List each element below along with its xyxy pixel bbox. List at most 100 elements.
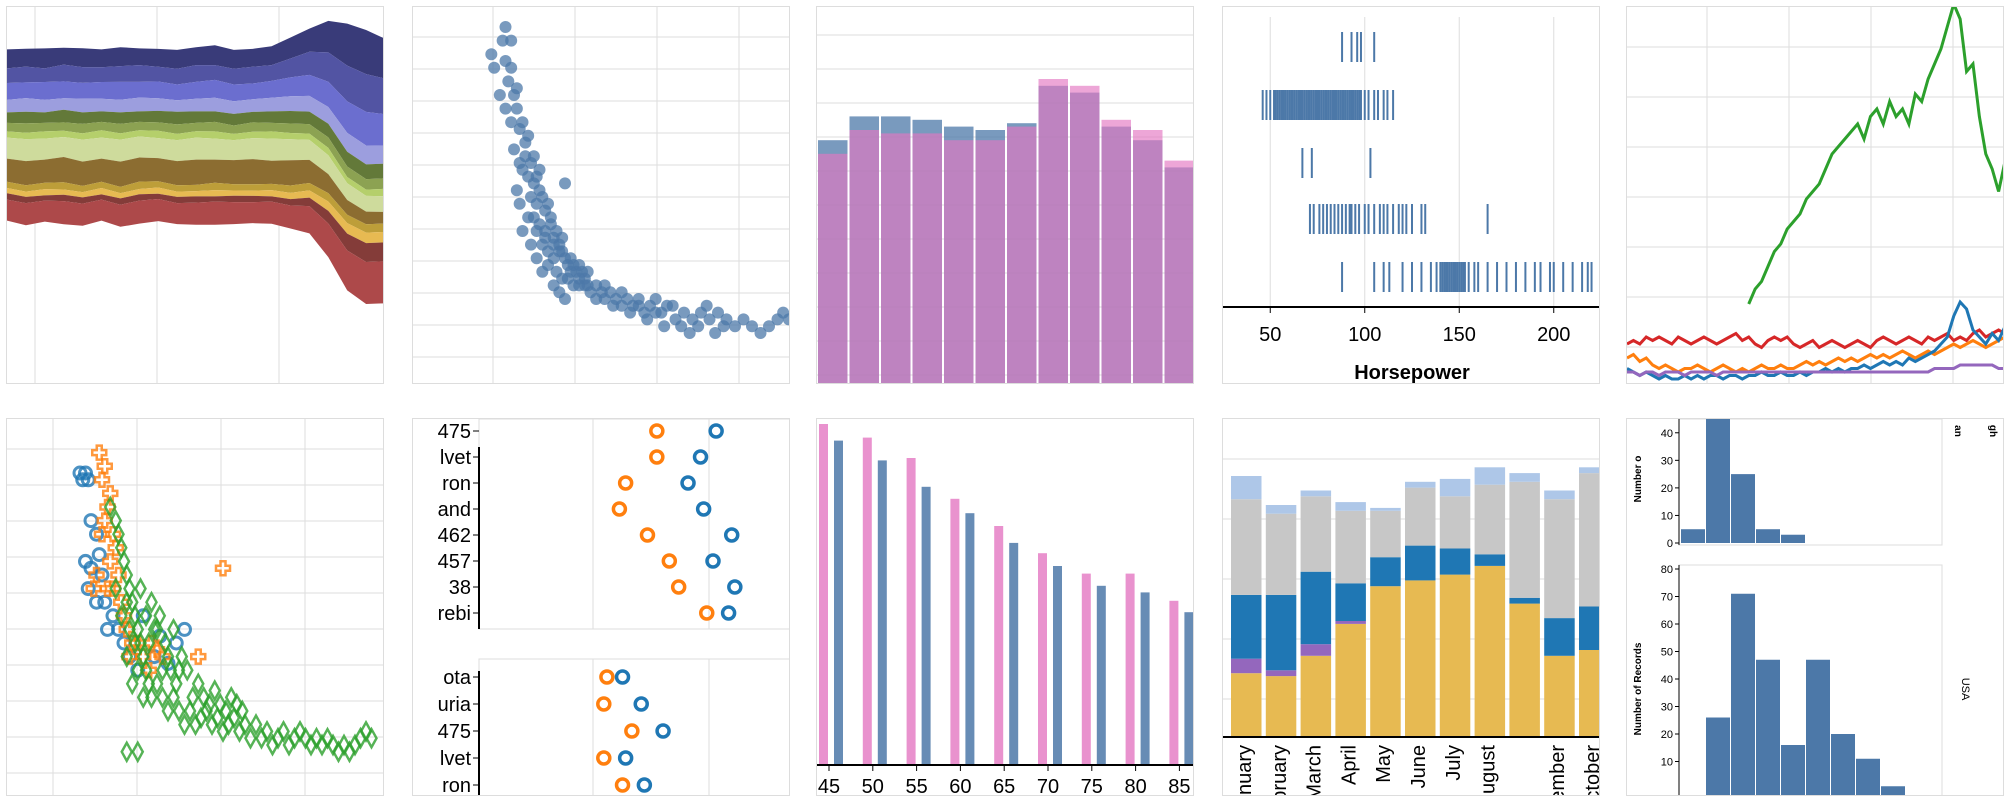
facet-bar xyxy=(1881,786,1905,795)
point-diamond xyxy=(164,658,178,682)
scatter-shapes-panel xyxy=(6,418,384,796)
stream-layer-s10 xyxy=(7,181,383,233)
strip-plot-chart: 50 100 150 200 Horsepower xyxy=(1223,17,1599,383)
x-tick-label: anuary xyxy=(1234,745,1256,796)
scatter-point xyxy=(505,116,518,129)
point-diamond xyxy=(219,699,233,723)
stack-seg-snow xyxy=(1265,505,1297,514)
dot-blue xyxy=(708,423,724,439)
stream-layer-s5 xyxy=(7,109,383,180)
stack-seg-snow xyxy=(1544,490,1575,500)
dot-orange xyxy=(639,527,656,543)
gridlines xyxy=(1269,17,1555,307)
stack-seg-sun xyxy=(1439,574,1471,737)
facet-bar xyxy=(1756,529,1780,543)
point-cross xyxy=(96,457,113,475)
stack-seg-snow xyxy=(1300,490,1332,497)
point-diamond xyxy=(125,672,139,696)
stack-seg-snow xyxy=(1474,467,1506,485)
dot-orange xyxy=(611,501,628,517)
stack-seg-snow xyxy=(1509,473,1540,482)
stack-seg-drizzle xyxy=(1265,670,1297,677)
dot-orange xyxy=(661,553,678,569)
dot-blue xyxy=(723,527,740,543)
stream-layer-s4 xyxy=(7,95,383,165)
stack-seg-fog xyxy=(1265,513,1297,595)
point-diamond xyxy=(224,685,238,709)
point-diamond xyxy=(120,590,134,614)
point-circle xyxy=(168,635,184,651)
x-tick-label: 80 xyxy=(1124,776,1146,796)
scatter-point xyxy=(649,293,662,305)
scatter-point xyxy=(516,163,529,176)
dot-blue xyxy=(692,449,709,465)
hist-bar-pink xyxy=(1133,130,1163,383)
hist-bar-pink xyxy=(1007,126,1037,383)
facet-row-label: USA xyxy=(1959,678,1971,701)
scatter-point xyxy=(678,306,690,319)
bar-blue xyxy=(1096,585,1106,764)
bar-pink xyxy=(1038,553,1047,764)
scatter-point xyxy=(522,129,535,142)
point-diamond xyxy=(123,617,136,641)
scatter-point xyxy=(510,102,523,115)
stream-layer-s7 xyxy=(7,130,383,197)
streamgraph-panel xyxy=(6,6,384,384)
dot-orange xyxy=(596,750,612,766)
scatter-blue-panel xyxy=(412,6,790,384)
faceted-histogram-chart: 0 10 20 30 40 Number o an gh 10 20 30 40 50 60 70 80 Num… xyxy=(1633,419,1998,795)
point-diamond xyxy=(142,631,156,655)
scatter-point xyxy=(530,225,543,237)
facet-bar xyxy=(1781,745,1805,795)
x-tick-label: May xyxy=(1373,745,1395,783)
dot-orange xyxy=(599,669,615,685)
facet-bar xyxy=(1806,659,1830,795)
stack-seg-rain xyxy=(1509,597,1540,604)
point-diamond xyxy=(114,604,128,628)
scatter-point xyxy=(510,82,523,95)
point-circle xyxy=(94,567,110,583)
stack-seg-sun xyxy=(1370,586,1401,737)
scatter-point xyxy=(675,320,688,333)
stack-seg-rain xyxy=(1265,594,1297,671)
point-diamond xyxy=(109,577,123,601)
scatter-point xyxy=(513,197,526,210)
bar-blue xyxy=(921,486,931,764)
stream-layer-s2 xyxy=(7,51,383,115)
point-cross xyxy=(96,512,113,529)
stacked-bar-chart: anuary bruary March April May June July ugust em… xyxy=(1223,458,1599,796)
stack-seg-rain xyxy=(1474,554,1506,566)
streamgraph-chart xyxy=(7,7,383,383)
dot-blue xyxy=(617,750,634,766)
bar-pink xyxy=(1125,573,1135,764)
hist-bar-pink xyxy=(912,133,942,383)
scatter-point xyxy=(709,327,722,339)
point-diamond xyxy=(260,719,274,743)
y-tick-label: 40 xyxy=(1661,674,1673,686)
scatter-point xyxy=(485,48,498,61)
histogram-overlay-panel xyxy=(816,6,1194,384)
upper-row-label: 38 xyxy=(449,577,471,599)
y-tick-label: 60 xyxy=(1661,619,1673,631)
point-diamond xyxy=(169,672,183,696)
stack-seg-drizzle xyxy=(1231,658,1262,674)
x-tick-label: 50 xyxy=(862,776,884,796)
scatter-point xyxy=(516,116,529,129)
scatter-point xyxy=(510,184,523,197)
scatter-point xyxy=(564,265,577,278)
point-diamond xyxy=(235,699,249,723)
y-tick-label: 0 xyxy=(1667,538,1673,550)
scatter-point xyxy=(559,177,571,190)
bar-blue xyxy=(1140,592,1150,764)
point-diamond xyxy=(244,726,257,750)
bar-pink xyxy=(1169,600,1179,764)
stack-seg-fog xyxy=(1300,496,1332,572)
y-axis-title: Number o xyxy=(1633,456,1644,503)
stack-seg-rain xyxy=(1439,548,1471,575)
point-diamond xyxy=(365,726,378,750)
x-tick-label: 60 xyxy=(949,776,971,796)
stack-seg-fog xyxy=(1509,481,1540,598)
scatter-point xyxy=(737,313,750,326)
scatter-point xyxy=(598,279,611,292)
scatter-point xyxy=(692,320,705,333)
